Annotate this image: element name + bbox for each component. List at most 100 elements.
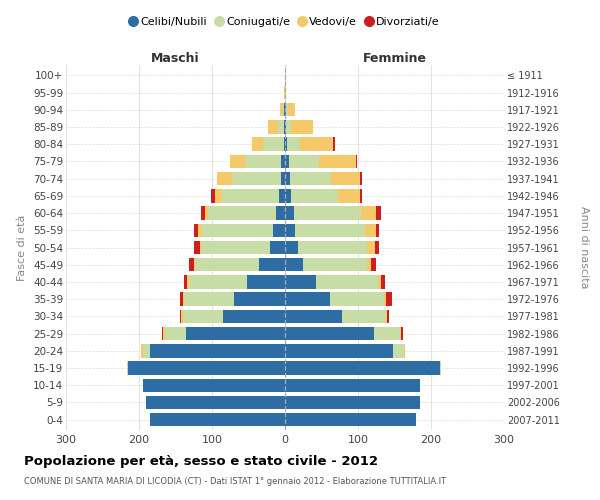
Bar (288, 103, 295, 117)
Bar (375, 241, 379, 254)
Bar (163, 327, 164, 340)
Bar (291, 120, 313, 134)
Bar (367, 241, 375, 254)
Bar (150, 344, 285, 358)
Bar (384, 292, 386, 306)
Bar (360, 172, 362, 186)
Bar (164, 327, 187, 340)
Bar (285, 258, 303, 272)
Bar (356, 154, 357, 168)
Bar (284, 138, 285, 151)
Bar (143, 344, 150, 358)
Bar (294, 206, 361, 220)
Bar (271, 241, 285, 254)
Bar (440, 362, 441, 374)
Bar (338, 189, 360, 202)
Bar (283, 103, 284, 117)
Bar (128, 362, 285, 374)
Bar (285, 362, 440, 374)
Bar (387, 310, 389, 323)
Bar (400, 327, 401, 340)
Bar (285, 310, 342, 323)
Bar (285, 413, 416, 426)
Bar (275, 206, 285, 220)
Bar (286, 120, 291, 134)
Bar (141, 344, 143, 358)
Bar (217, 172, 232, 186)
Bar (298, 241, 367, 254)
Legend: Celibi/Nubili, Coniugati/e, Vedovi/e, Divorziati/e: Celibi/Nubili, Coniugati/e, Vedovi/e, Di… (126, 12, 444, 31)
Bar (127, 362, 128, 374)
Bar (286, 103, 288, 117)
Bar (150, 413, 285, 426)
Bar (285, 172, 290, 186)
Bar (285, 138, 287, 151)
Bar (279, 189, 285, 202)
Bar (247, 275, 285, 288)
Bar (319, 154, 356, 168)
Bar (198, 224, 202, 237)
Bar (230, 154, 245, 168)
Bar (195, 258, 259, 272)
Bar (371, 258, 376, 272)
Text: COMUNE DI SANTA MARIA DI LICODIA (CT) - Dati ISTAT 1° gennaio 2012 - Elaborazion: COMUNE DI SANTA MARIA DI LICODIA (CT) - … (24, 478, 446, 486)
Bar (291, 189, 338, 202)
Bar (285, 189, 291, 202)
Bar (161, 327, 163, 340)
Bar (281, 172, 285, 186)
Bar (187, 327, 285, 340)
Bar (378, 275, 382, 288)
Bar (404, 344, 406, 358)
Bar (146, 396, 285, 409)
Bar (183, 310, 223, 323)
Bar (365, 224, 376, 237)
Bar (374, 327, 400, 340)
Bar (194, 258, 195, 272)
Bar (376, 206, 382, 220)
Bar (285, 120, 286, 134)
Bar (289, 154, 319, 168)
Bar (180, 310, 181, 323)
Bar (333, 138, 335, 151)
Bar (187, 275, 188, 288)
Bar (382, 275, 385, 288)
Bar (285, 327, 374, 340)
Bar (285, 206, 294, 220)
Bar (268, 120, 278, 134)
Bar (180, 292, 183, 306)
Bar (281, 154, 285, 168)
Text: Popolazione per età, sesso e stato civile - 2012: Popolazione per età, sesso e stato civil… (24, 455, 378, 468)
Bar (295, 224, 365, 237)
Bar (188, 275, 247, 288)
Bar (290, 172, 331, 186)
Y-axis label: Anni di nascita: Anni di nascita (579, 206, 589, 289)
Bar (205, 206, 208, 220)
Bar (360, 189, 362, 202)
Bar (252, 138, 263, 151)
Bar (285, 292, 330, 306)
Bar (285, 396, 420, 409)
Bar (143, 378, 285, 392)
Bar (200, 241, 201, 254)
Bar (201, 241, 271, 254)
Bar (259, 258, 285, 272)
Bar (184, 292, 234, 306)
Bar (184, 275, 187, 288)
Bar (316, 275, 378, 288)
Bar (330, 292, 384, 306)
Bar (285, 103, 286, 117)
Bar (215, 189, 222, 202)
Bar (287, 138, 301, 151)
Bar (376, 224, 379, 237)
Bar (285, 86, 286, 100)
Bar (285, 344, 393, 358)
Bar (202, 224, 274, 237)
Bar (245, 154, 281, 168)
Bar (386, 310, 387, 323)
Bar (342, 310, 386, 323)
Bar (303, 258, 367, 272)
Bar (285, 241, 298, 254)
Bar (278, 120, 284, 134)
Bar (274, 224, 285, 237)
Bar (201, 206, 205, 220)
